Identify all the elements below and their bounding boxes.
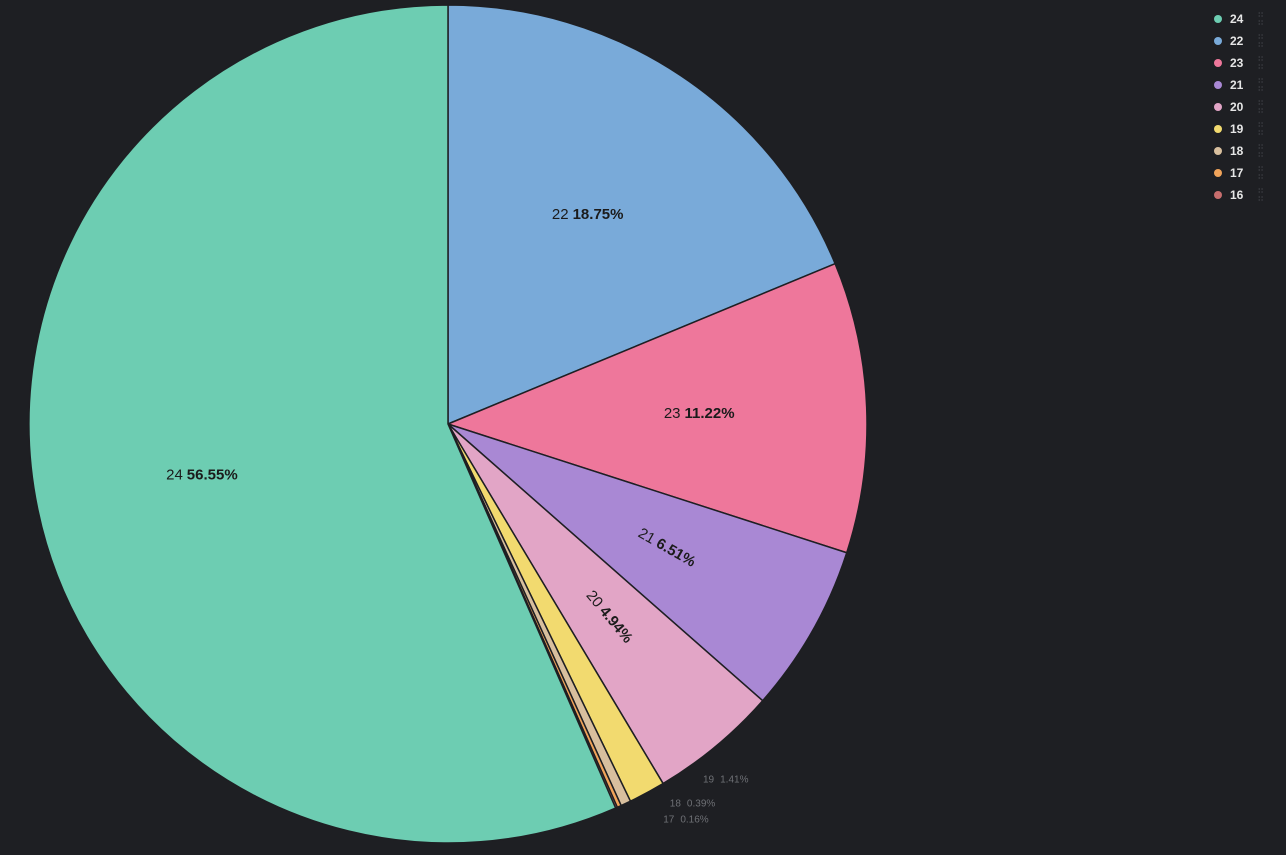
slice-label-percent: 56.55% bbox=[187, 466, 238, 483]
legend-item-19[interactable]: 19 ∷∷ bbox=[1208, 118, 1280, 140]
legend-swatch-icon bbox=[1214, 81, 1222, 89]
slice-label-name: 22 bbox=[552, 206, 569, 223]
legend-label: 24 bbox=[1230, 12, 1244, 26]
legend-options-icon[interactable]: ∷∷ bbox=[1258, 144, 1263, 159]
legend-options-icon[interactable]: ∷∷ bbox=[1258, 56, 1263, 71]
legend-item-24[interactable]: 24 ∷∷ bbox=[1208, 8, 1280, 30]
slice-label-19: 19 1.41% bbox=[703, 774, 749, 785]
legend-options-icon[interactable]: ∷∷ bbox=[1258, 12, 1263, 27]
legend-options-icon[interactable]: ∷∷ bbox=[1258, 34, 1263, 49]
legend-label: 16 bbox=[1230, 188, 1244, 202]
legend-options-icon[interactable]: ∷∷ bbox=[1258, 100, 1263, 115]
slice-label-name: 21 bbox=[635, 525, 658, 548]
legend-swatch-icon bbox=[1214, 169, 1222, 177]
legend-label: 17 bbox=[1230, 166, 1244, 180]
legend-label: 22 bbox=[1230, 34, 1244, 48]
legend-label: 19 bbox=[1230, 122, 1244, 136]
slice-label-name: 20 bbox=[583, 587, 607, 611]
slice-label-name: 17 bbox=[663, 814, 675, 825]
legend-item-20[interactable]: 20 ∷∷ bbox=[1208, 96, 1280, 118]
legend-item-22[interactable]: 22 ∷∷ bbox=[1208, 30, 1280, 52]
legend-label: 18 bbox=[1230, 144, 1244, 158]
slice-label-24: 24 56.55% bbox=[166, 466, 238, 483]
slice-label-percent: 11.22% bbox=[685, 405, 735, 422]
slice-label-23: 23 11.22% bbox=[664, 405, 735, 422]
legend-options-icon[interactable]: ∷∷ bbox=[1258, 188, 1263, 203]
legend-swatch-icon bbox=[1214, 125, 1222, 133]
slice-label-22: 22 18.75% bbox=[552, 206, 624, 223]
pie-slice-21[interactable] bbox=[447, 423, 848, 702]
legend-options-icon[interactable]: ∷∷ bbox=[1258, 122, 1263, 137]
pie-slice-22[interactable] bbox=[447, 4, 836, 425]
legend-label: 23 bbox=[1230, 56, 1244, 70]
slice-label-percent: 18.75% bbox=[573, 206, 624, 223]
legend-item-23[interactable]: 23 ∷∷ bbox=[1208, 52, 1280, 74]
pie-slice-24[interactable] bbox=[28, 4, 617, 844]
slice-label-percent: 0.16% bbox=[680, 814, 708, 825]
legend-item-16[interactable]: 16 ∷∷ bbox=[1208, 184, 1280, 206]
slice-label-name: 19 bbox=[703, 774, 715, 785]
pie-slice-23[interactable] bbox=[447, 262, 868, 554]
legend-label: 20 bbox=[1230, 100, 1244, 114]
legend-swatch-icon bbox=[1214, 59, 1222, 67]
legend-swatch-icon bbox=[1214, 15, 1222, 23]
slice-label-17: 17 0.16% bbox=[663, 814, 709, 825]
legend: 24 ∷∷ 22 ∷∷ 23 ∷∷ 21 ∷∷ 20 ∷∷ 19 ∷∷ 18 ∷∷ 17 ∷∷ 16 ∷∷ bbox=[1208, 8, 1280, 206]
legend-options-icon[interactable]: ∷∷ bbox=[1258, 78, 1263, 93]
legend-label: 21 bbox=[1230, 78, 1244, 92]
legend-swatch-icon bbox=[1214, 37, 1222, 45]
slice-label-name: 18 bbox=[670, 798, 682, 809]
slice-label-18: 18 0.39% bbox=[670, 798, 716, 809]
legend-swatch-icon bbox=[1214, 147, 1222, 155]
legend-item-18[interactable]: 18 ∷∷ bbox=[1208, 140, 1280, 162]
slice-label-name: 23 bbox=[664, 405, 681, 422]
slice-label-name: 24 bbox=[166, 466, 183, 483]
legend-item-17[interactable]: 17 ∷∷ bbox=[1208, 162, 1280, 184]
legend-item-21[interactable]: 21 ∷∷ bbox=[1208, 74, 1280, 96]
legend-swatch-icon bbox=[1214, 191, 1222, 199]
slices-layer bbox=[28, 4, 868, 844]
slice-label-percent: 1.41% bbox=[720, 774, 748, 785]
legend-options-icon[interactable]: ∷∷ bbox=[1258, 166, 1263, 181]
slice-label-percent: 0.39% bbox=[687, 798, 715, 809]
legend-swatch-icon bbox=[1214, 103, 1222, 111]
